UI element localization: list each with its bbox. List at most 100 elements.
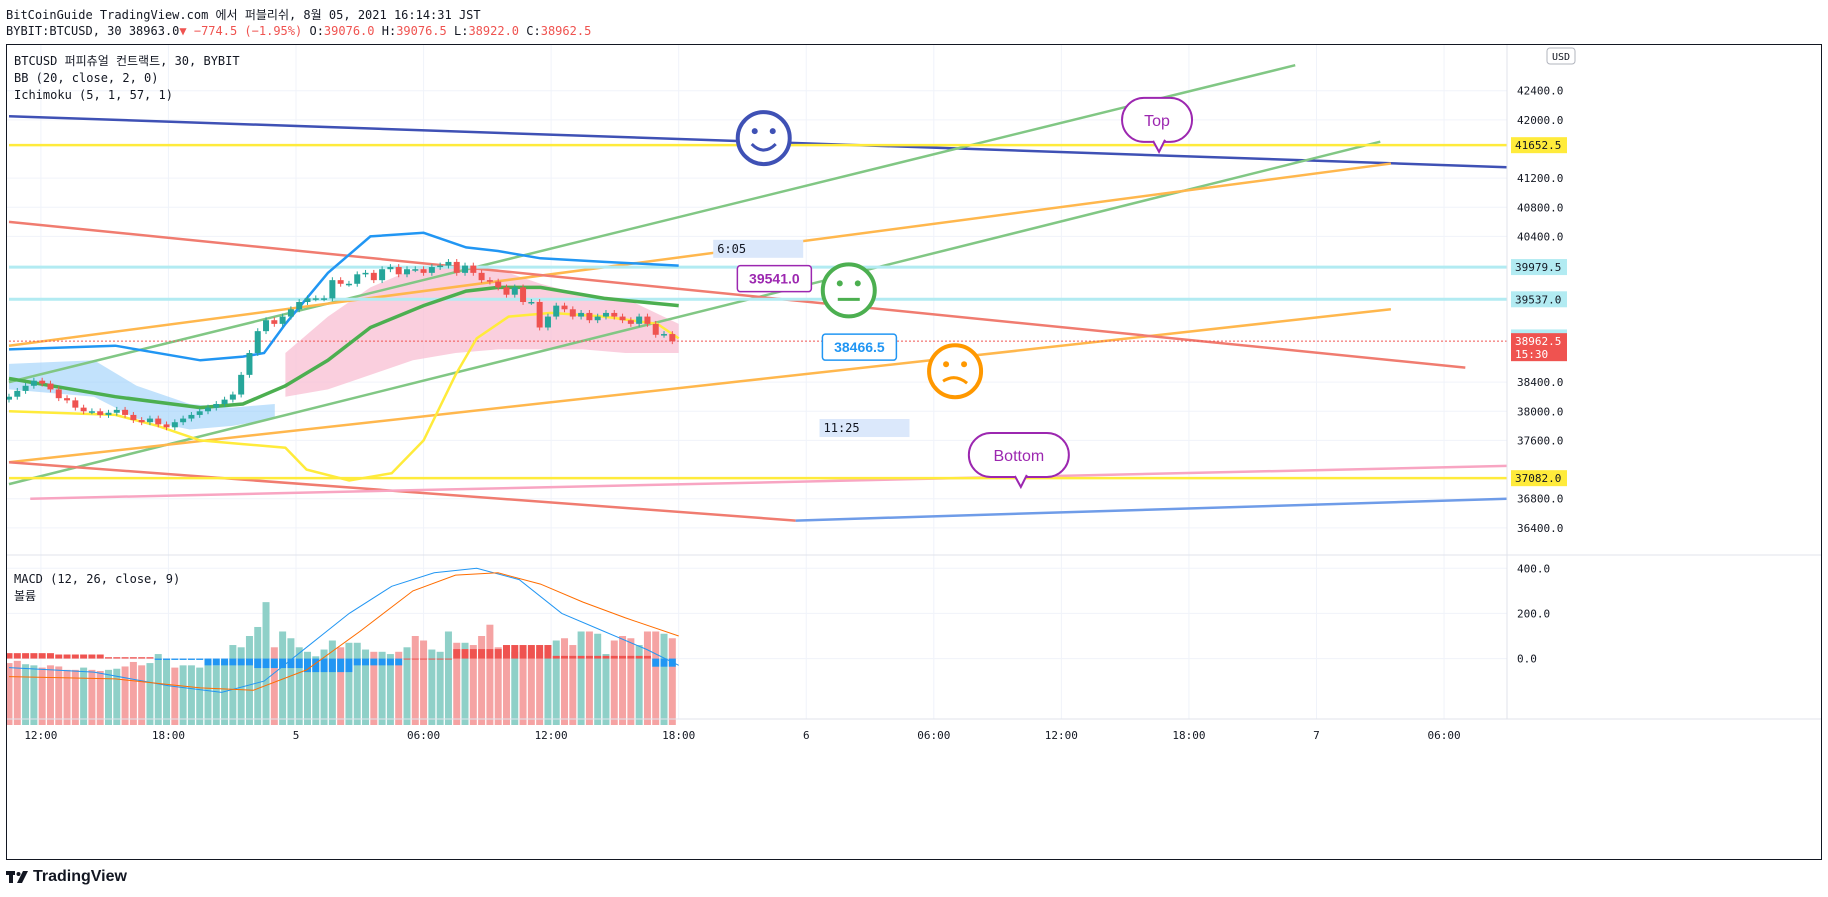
trendline-orange[interactable] (8, 162, 1392, 347)
candle[interactable] (30, 380, 37, 386)
candle[interactable] (544, 316, 551, 328)
candle[interactable] (553, 305, 560, 317)
candle[interactable] (511, 287, 518, 295)
candle[interactable] (329, 280, 336, 299)
candle[interactable] (337, 280, 344, 284)
candle[interactable] (578, 312, 585, 317)
candle[interactable] (669, 334, 676, 342)
candle[interactable] (536, 302, 543, 328)
candle[interactable] (279, 316, 286, 324)
candle[interactable] (495, 281, 502, 288)
price-note-box[interactable] (736, 264, 813, 293)
candle[interactable] (644, 316, 651, 324)
candle[interactable] (180, 418, 187, 423)
candle[interactable] (229, 394, 236, 400)
candle[interactable] (39, 380, 46, 384)
candle[interactable] (14, 390, 21, 397)
candle[interactable] (304, 298, 311, 302)
candle[interactable] (55, 389, 62, 399)
candle[interactable] (155, 418, 162, 425)
candle[interactable] (478, 272, 485, 281)
candle[interactable] (445, 261, 452, 266)
candle[interactable] (453, 261, 460, 273)
ichimoku-legend[interactable]: Ichimoku (5, 1, 57, 1) (14, 88, 173, 102)
candle[interactable] (204, 407, 211, 412)
candle[interactable] (113, 409, 120, 413)
trendline-orange[interactable] (8, 308, 1392, 464)
price-note-box[interactable] (821, 333, 898, 361)
candle[interactable] (437, 265, 444, 268)
candle[interactable] (486, 280, 493, 282)
candle[interactable] (503, 287, 510, 295)
chart-canvas[interactable]: Top Bottom 39541.0 38466.5 6:05 11:25 42400.0 4… (7, 45, 1821, 859)
candle[interactable] (561, 305, 568, 310)
trendline-pink[interactable] (30, 464, 1508, 500)
candle[interactable] (586, 312, 593, 321)
candle[interactable] (602, 312, 609, 317)
candle[interactable] (420, 269, 427, 273)
candle[interactable] (97, 411, 104, 415)
currency-button[interactable] (1546, 47, 1576, 65)
bb-legend[interactable]: BB (20, close, 2, 0) (14, 71, 159, 85)
candle[interactable] (362, 272, 369, 275)
candle[interactable] (403, 269, 410, 275)
candle[interactable] (296, 302, 303, 310)
candle[interactable] (520, 287, 527, 302)
candle[interactable] (636, 316, 643, 324)
candle[interactable] (345, 283, 352, 286)
candle[interactable] (163, 424, 170, 428)
trendline-green[interactable] (8, 64, 1296, 384)
candle[interactable] (619, 316, 626, 321)
candle[interactable] (238, 374, 245, 395)
candle[interactable] (462, 265, 469, 273)
candle[interactable] (7, 396, 12, 400)
candle[interactable] (627, 320, 634, 324)
macd-title[interactable]: MACD (12, 26, close, 9) (14, 572, 181, 586)
candle[interactable] (652, 323, 659, 335)
trendline-green[interactable] (8, 140, 1381, 486)
candle[interactable] (196, 411, 203, 415)
candle[interactable] (22, 385, 29, 391)
candle[interactable] (387, 267, 394, 270)
candle[interactable] (80, 407, 87, 412)
candle[interactable] (395, 267, 402, 275)
candle[interactable] (594, 316, 601, 321)
candle[interactable] (64, 398, 71, 401)
candle[interactable] (88, 411, 95, 413)
candle[interactable] (379, 269, 386, 281)
candle[interactable] (287, 309, 294, 317)
candle[interactable] (246, 353, 253, 375)
candle[interactable] (470, 265, 477, 273)
candle[interactable] (661, 334, 668, 336)
candle[interactable] (263, 320, 270, 332)
candle[interactable] (105, 412, 112, 415)
candle[interactable] (188, 414, 195, 419)
volume-bar (561, 638, 569, 725)
candle[interactable] (138, 420, 145, 423)
candle[interactable] (130, 414, 137, 421)
candle[interactable] (370, 272, 377, 281)
candle[interactable] (213, 404, 220, 408)
candle[interactable] (321, 298, 328, 300)
price-tick-label: 42000.0 (1517, 114, 1563, 127)
candle[interactable] (611, 312, 618, 317)
candle[interactable] (312, 298, 319, 300)
candle[interactable] (412, 269, 419, 271)
trendline-blue[interactable] (795, 497, 1508, 522)
candle[interactable] (271, 320, 278, 324)
candle[interactable] (122, 409, 129, 415)
candle[interactable] (72, 400, 79, 408)
candle[interactable] (254, 331, 261, 353)
price-tick-label: 36800.0 (1517, 493, 1563, 506)
trendline-red[interactable] (8, 220, 1466, 369)
candle[interactable] (354, 274, 361, 284)
candle[interactable] (428, 267, 435, 273)
candle[interactable] (47, 383, 54, 390)
candle[interactable] (221, 399, 228, 404)
macd-histogram-bar (643, 655, 651, 659)
chart-frame[interactable]: Top Bottom 39541.0 38466.5 6:05 11:25 42400.0 4… (6, 44, 1822, 860)
candle[interactable] (569, 309, 576, 317)
candle[interactable] (528, 302, 535, 304)
candle[interactable] (171, 422, 178, 428)
candle[interactable] (146, 418, 153, 423)
